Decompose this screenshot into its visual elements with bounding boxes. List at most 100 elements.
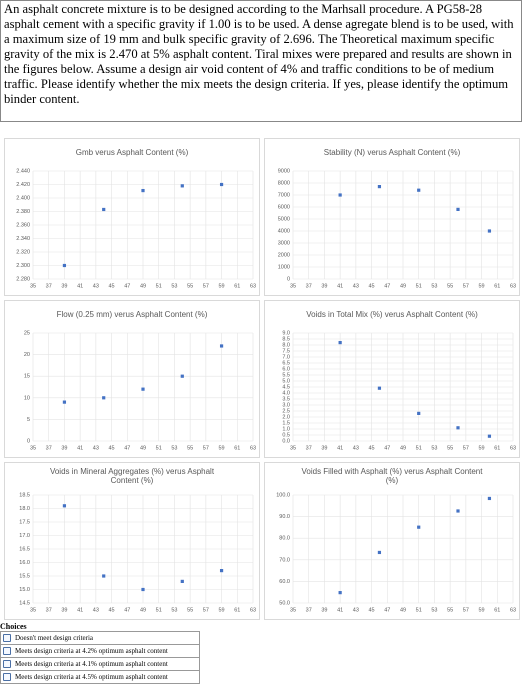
point	[487, 496, 492, 501]
point	[180, 579, 184, 583]
y-tick-label: 17.5	[19, 519, 30, 525]
x-tick-label: 47	[124, 607, 130, 613]
x-tick-label: 45	[109, 283, 115, 289]
choice-option[interactable]: Doesn't meet design criteria	[0, 631, 200, 645]
point	[487, 229, 492, 233]
x-tick-label: 49	[140, 607, 146, 613]
x-tick-label: 37	[46, 445, 52, 451]
question-text: An asphalt concrete mixture is to be des…	[0, 0, 522, 122]
x-tick-label: 63	[250, 283, 256, 289]
point	[141, 387, 145, 391]
choice-label: Doesn't meet design criteria	[15, 634, 94, 642]
choice-label: Meets design criteria at 4.1% optimum as…	[15, 660, 168, 668]
choice-option[interactable]: Meets design criteria at 4.1% optimum as…	[0, 657, 200, 671]
x-tick-label: 35	[290, 445, 296, 451]
x-tick-label: 63	[510, 445, 516, 451]
y-tick-label: 0	[287, 276, 290, 282]
x-tick-label: 45	[369, 445, 375, 451]
x-tick-label: 45	[369, 607, 375, 613]
y-tick-label: 10	[24, 395, 30, 401]
y-tick-label: 3.0	[282, 402, 290, 408]
y-tick-label: 4.5	[282, 384, 290, 390]
point	[377, 550, 382, 555]
y-tick-label: 1.5	[282, 420, 290, 426]
x-tick-label: 49	[400, 445, 406, 451]
x-tick-label: 61	[234, 607, 240, 613]
x-tick-label: 61	[234, 283, 240, 289]
y-tick-label: 18.0	[19, 506, 30, 512]
x-tick-label: 63	[510, 283, 516, 289]
chart-panel: Voids in Mineral Aggregates (%) verus As…	[4, 462, 260, 620]
x-tick-label: 55	[447, 607, 453, 613]
x-tick-label: 53	[431, 607, 437, 613]
y-tick-label: 2.320	[16, 249, 30, 255]
chart-panel: Voids in Total Mix (%) verus Asphalt Con…	[264, 300, 520, 458]
x-tick-label: 35	[30, 283, 36, 289]
x-tick-label: 53	[171, 607, 177, 613]
point	[180, 374, 184, 378]
point	[219, 569, 224, 573]
x-tick-label: 39	[61, 607, 67, 613]
x-tick-label: 39	[321, 283, 327, 289]
point	[338, 193, 342, 197]
y-tick-label: 7000	[278, 192, 290, 198]
checkbox[interactable]	[3, 647, 11, 655]
point	[417, 411, 421, 415]
x-tick-label: 43	[353, 445, 359, 451]
x-tick-label: 37	[306, 607, 312, 613]
x-tick-label: 55	[187, 607, 193, 613]
y-tick-label: 2.340	[16, 236, 30, 242]
x-tick-label: 39	[61, 283, 67, 289]
y-tick-label: 6.5	[282, 360, 290, 366]
x-tick-label: 47	[384, 283, 390, 289]
x-tick-label: 47	[124, 283, 130, 289]
x-tick-label: 51	[156, 607, 162, 613]
x-tick-label: 59	[219, 445, 225, 451]
choice-option[interactable]: Meets design criteria at 4.2% optimum as…	[0, 644, 200, 658]
point	[456, 509, 460, 513]
x-tick-label: 59	[479, 445, 485, 451]
y-tick-label: 15	[24, 374, 30, 380]
chart-title: Flow (0.25 mm) verus Asphalt Content (%)	[56, 309, 208, 319]
point	[102, 207, 106, 212]
x-tick-label: 57	[463, 445, 469, 451]
y-tick-label: 0.5	[282, 432, 290, 438]
y-tick-label: 3000	[278, 240, 290, 246]
y-tick-label: 5.5	[282, 372, 290, 378]
y-tick-label: 100.0	[276, 492, 290, 498]
y-tick-label: 16.5	[19, 546, 30, 552]
y-tick-label: 9.0	[282, 330, 290, 336]
y-tick-label: 6.0	[282, 366, 290, 372]
x-tick-label: 41	[77, 445, 83, 451]
point	[487, 434, 492, 438]
chart: 0 5 10 15 20 25 35 37 39 41 43 45 47 49 51 53 55 57 59 61 63	[24, 330, 256, 451]
choice-option[interactable]: Meets design criteria at 4.5% optimum as…	[0, 670, 200, 684]
x-tick-label: 47	[384, 607, 390, 613]
y-tick-label: 90.0	[279, 514, 290, 520]
choice-label: Meets design criteria at 4.2% optimum as…	[15, 647, 168, 655]
x-tick-label: 39	[321, 445, 327, 451]
y-tick-label: 3.5	[282, 396, 290, 402]
checkbox[interactable]	[3, 660, 11, 668]
y-tick-label: 2.0	[282, 414, 290, 420]
x-tick-label: 55	[187, 445, 193, 451]
checkbox[interactable]	[3, 634, 11, 642]
checkbox[interactable]	[3, 673, 11, 681]
point	[62, 400, 67, 404]
y-tick-label: 25	[24, 330, 30, 336]
y-tick-label: 20	[24, 352, 30, 358]
x-tick-label: 35	[30, 445, 36, 451]
chart: 0 1000 2000 3000 4000 5000 6000 7000 8000 9000 35 3…	[278, 168, 516, 289]
y-tick-label: 8.0	[282, 342, 290, 348]
x-tick-label: 41	[337, 283, 343, 289]
x-tick-label: 35	[290, 607, 296, 613]
choices: Choices Doesn't meet design criteria Meet…	[0, 622, 200, 684]
point	[377, 185, 382, 189]
x-tick-label: 41	[77, 283, 83, 289]
y-tick-label: 0.0	[282, 438, 290, 444]
x-tick-label: 51	[156, 283, 162, 289]
x-tick-label: 57	[203, 283, 209, 289]
x-tick-label: 57	[463, 607, 469, 613]
point	[417, 188, 421, 192]
